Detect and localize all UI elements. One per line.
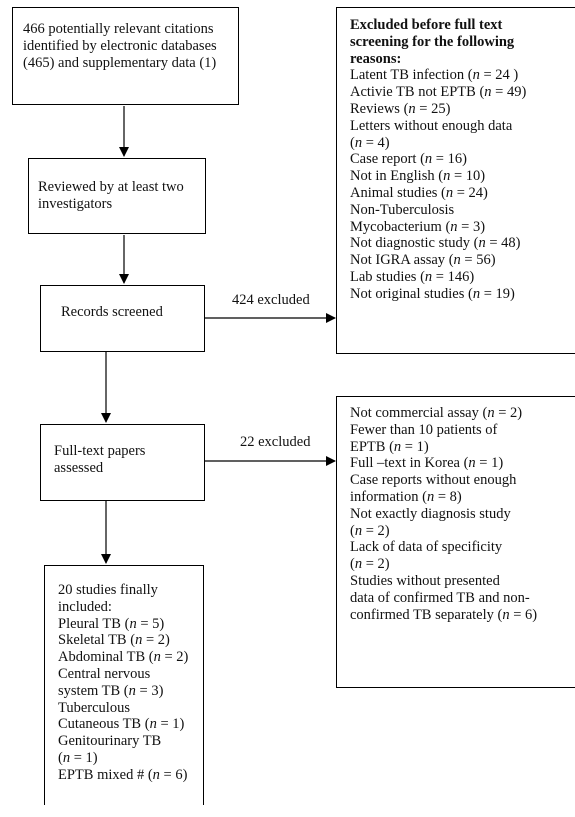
text-line: Full-text papers — [54, 443, 146, 459]
text-line: Animal studies (n = 24) — [350, 184, 488, 201]
text-line: Letters without enough data — [350, 117, 513, 134]
text-line: (n = 2) — [350, 522, 390, 539]
text-line: identified by electronic databases — [23, 37, 217, 54]
text-line: EPTB (n = 1) — [350, 438, 429, 455]
text-line: EPTB mixed # (n = 6) — [58, 766, 188, 783]
text-line: Tuberculous — [58, 699, 130, 716]
text-line: Non-Tuberculosis — [350, 201, 455, 218]
box-excluded-fulltext-text: Not commercial assay (n = 2) Fewer than … — [350, 405, 537, 623]
text-line: 20 studies finally — [58, 582, 158, 598]
excluded-heading-line: Excluded before full text — [350, 17, 503, 33]
text-line: 466 potentially relevant citations — [23, 21, 214, 37]
text-line: Not original studies (n = 19) — [350, 285, 515, 302]
text-line: Latent TB infection (n = 24 ) — [350, 67, 519, 84]
box-included-text: 20 studies finally included: Pleural TB … — [58, 582, 188, 784]
text-line: assessed — [54, 459, 104, 476]
text-line: Not IGRA assay (n = 56) — [350, 252, 496, 269]
box-identified-text: 466 potentially relevant citations ident… — [23, 21, 217, 71]
label-424-excluded: 424 excluded — [232, 292, 310, 308]
text-line: confirmed TB separately (n = 6) — [350, 606, 538, 623]
box-excluded-screening-text: Excluded before full text screening for … — [350, 17, 526, 303]
text-line: Studies without presented — [350, 572, 500, 589]
text-line: Case reports without enough — [350, 472, 517, 489]
box-reviewed-text: Reviewed by at least two investigators — [38, 179, 184, 213]
text-line: Records screened — [61, 304, 163, 320]
text-line: (n = 4) — [350, 134, 390, 151]
text-line: Skeletal TB (n = 2) — [58, 632, 170, 649]
text-line: Fewer than 10 patients of — [350, 421, 498, 438]
box-included — [44, 565, 204, 805]
excluded-heading-line: screening for the following — [350, 33, 515, 50]
text-line: Genitourinary TB — [58, 733, 162, 750]
text-line: Not diagnostic study (n = 48) — [350, 235, 521, 252]
text-line: Mycobacterium (n = 3) — [350, 218, 486, 235]
box-fulltext-text: Full-text papers assessed — [54, 443, 145, 477]
box-fulltext — [40, 424, 205, 501]
text-line: Lab studies (n = 146) — [350, 268, 475, 285]
text-line: Lack of data of specificity — [350, 539, 503, 556]
text-line: (465) and supplementary data (1) — [23, 54, 217, 71]
text-line: included: — [58, 598, 112, 615]
text-line: system TB (n = 3) — [58, 682, 164, 699]
text-line: Case report (n = 16) — [350, 151, 467, 168]
text-line: Activie TB not EPTB (n = 49) — [350, 84, 527, 101]
text-line: Abdominal TB (n = 2) — [58, 649, 189, 666]
text-line: investigators — [38, 195, 113, 212]
box-identified — [12, 7, 239, 105]
text-line: Central nervous — [58, 665, 151, 682]
text-line: information (n = 8) — [350, 488, 462, 505]
text-line: Not exactly diagnosis study — [350, 505, 511, 522]
text-line: Reviewed by at least two — [38, 179, 184, 195]
text-line: Not commercial assay (n = 2) — [350, 405, 523, 421]
text-line: Pleural TB (n = 5) — [58, 615, 165, 632]
text-line: Cutaneous TB (n = 1) — [58, 716, 185, 733]
box-excluded-fulltext — [336, 396, 575, 688]
box-excluded-screening — [336, 7, 575, 354]
text-line: Not in English (n = 10) — [350, 168, 486, 185]
excluded-heading-line: reasons: — [350, 50, 402, 67]
text-line: (n = 2) — [350, 556, 390, 573]
text-line: (n = 1) — [58, 749, 98, 766]
text-line: data of confirmed TB and non- — [350, 589, 530, 606]
box-screened — [40, 285, 205, 352]
text-line: Full –text in Korea (n = 1) — [350, 455, 504, 472]
text-line: Reviews (n = 25) — [350, 100, 451, 117]
label-22-excluded: 22 excluded — [240, 434, 311, 450]
box-reviewed — [28, 158, 206, 234]
box-screened-text: Records screened — [61, 304, 163, 321]
